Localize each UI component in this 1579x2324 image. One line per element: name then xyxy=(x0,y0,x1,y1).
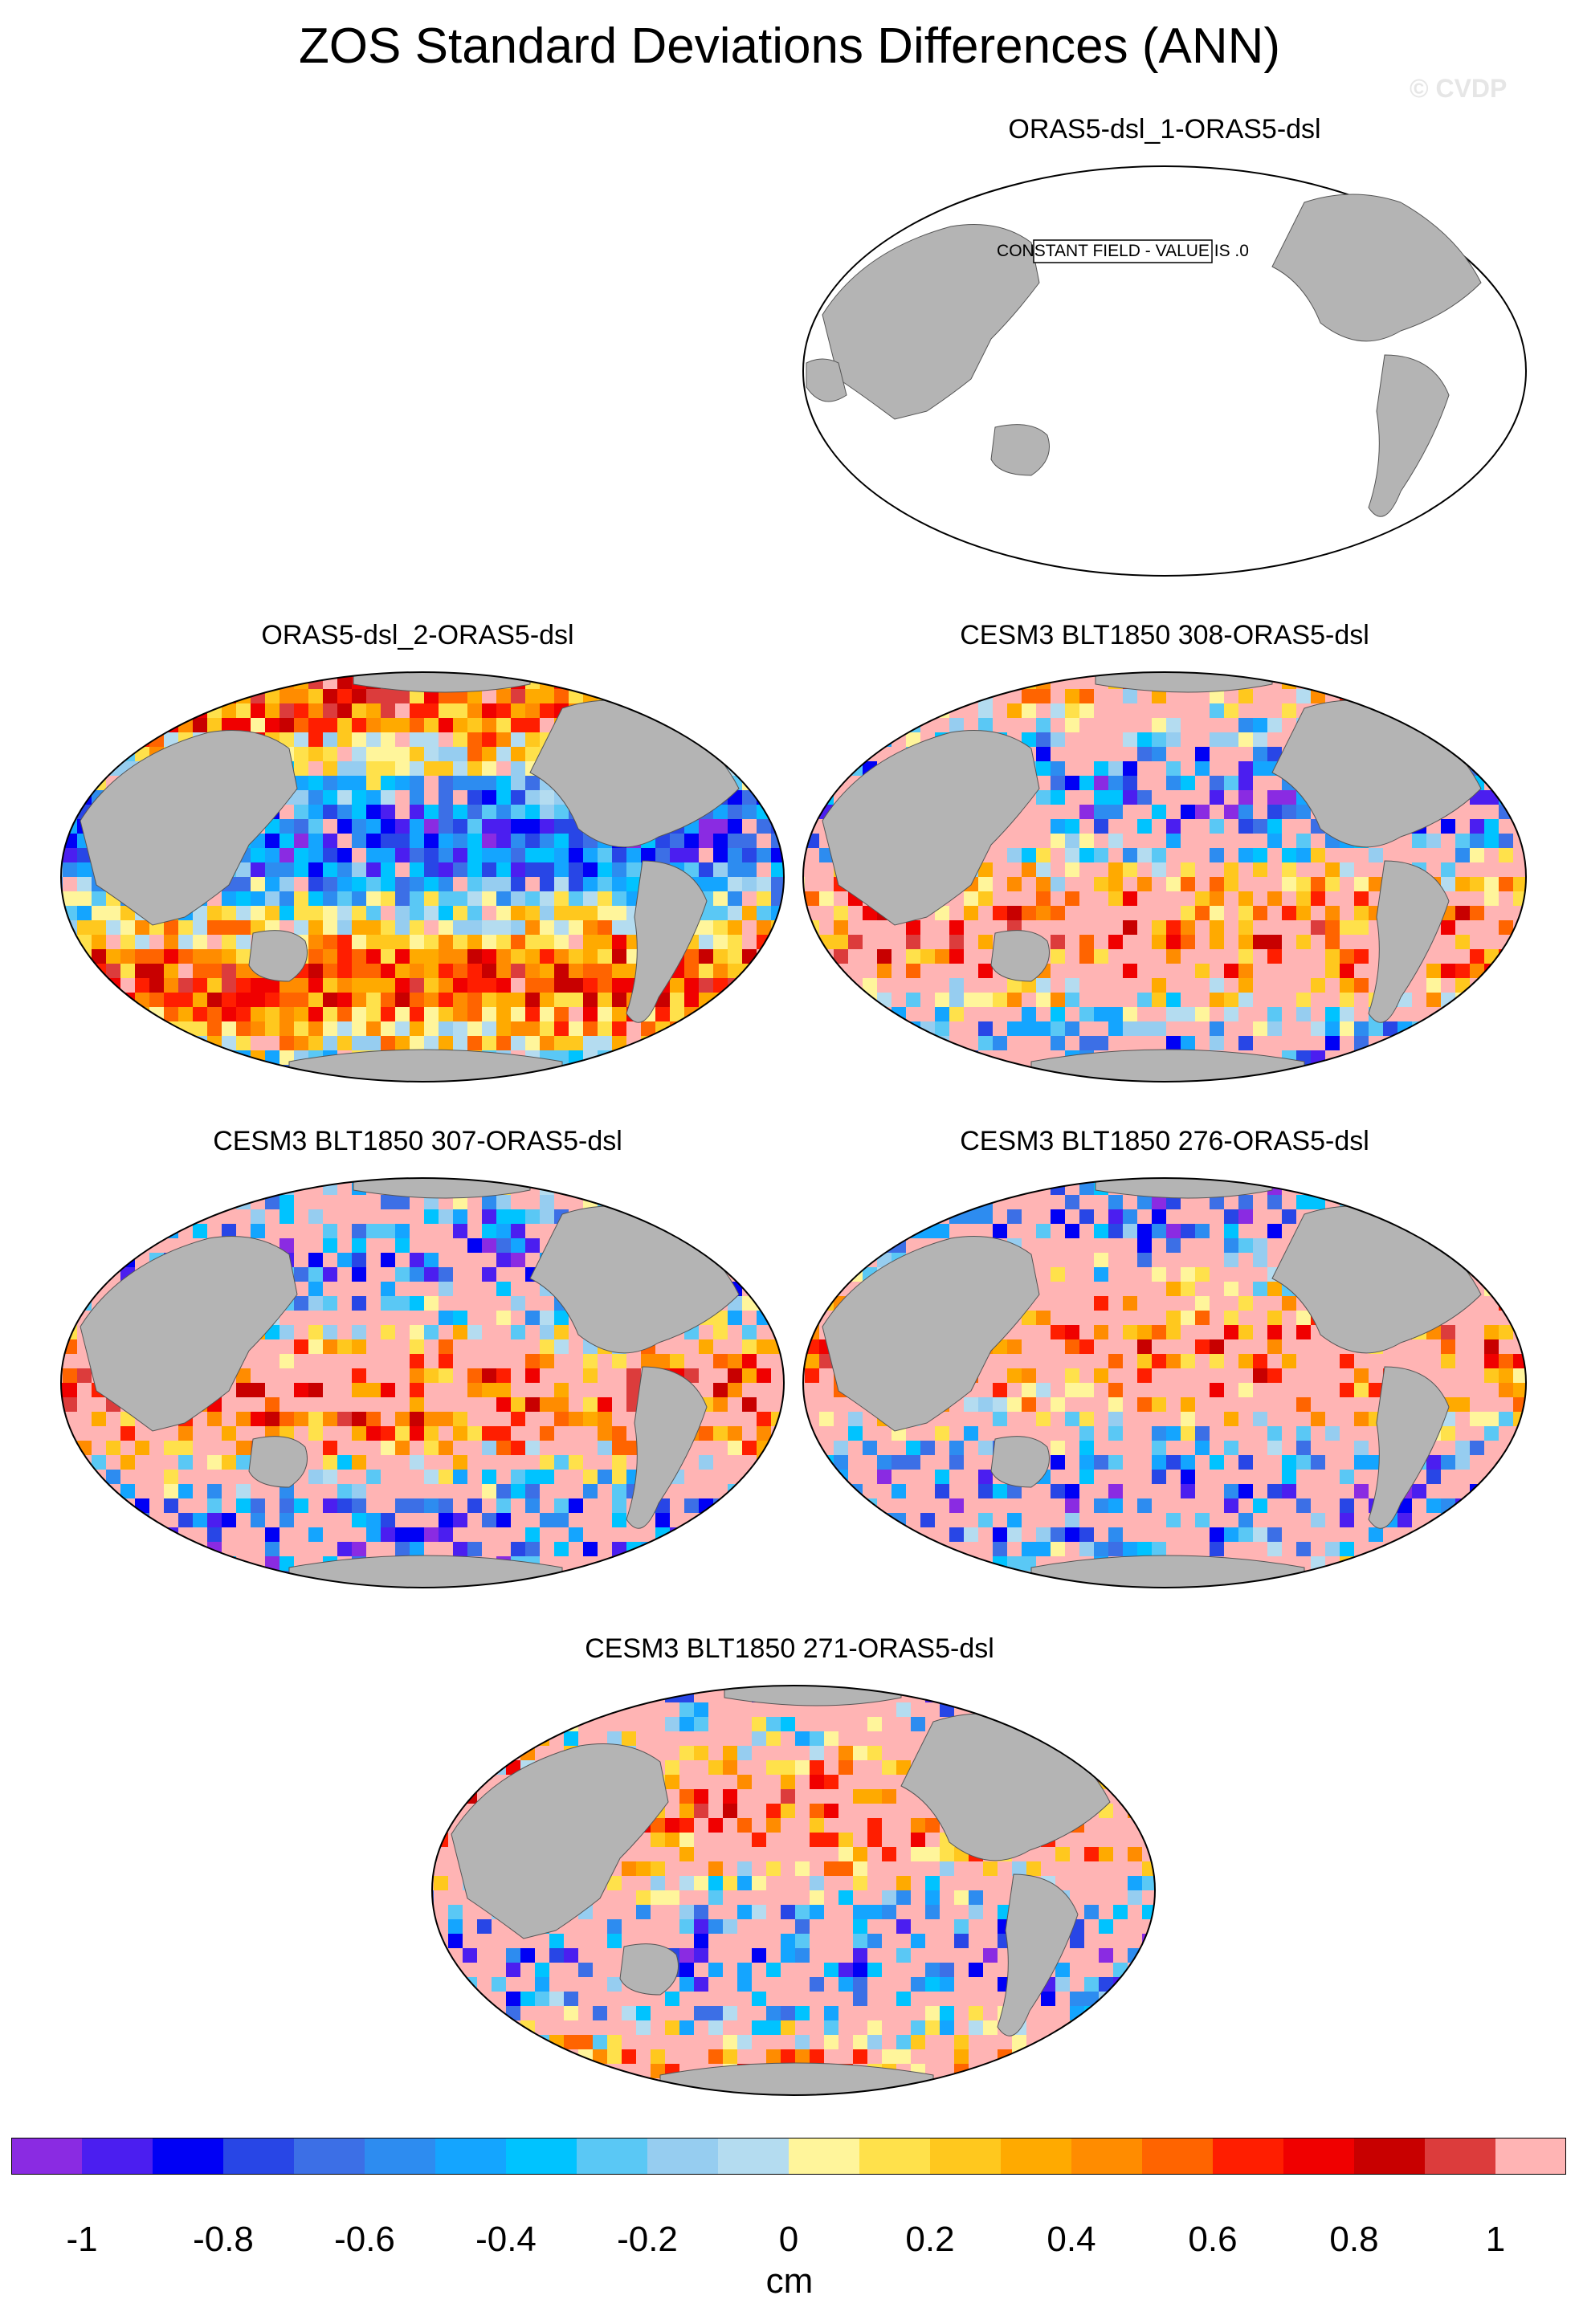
colorbar-swatch xyxy=(718,2138,790,2175)
panel-title-4: CESM3 BLT1850 307-ORAS5-dsl xyxy=(213,1126,622,1156)
colorbar-tick-label: -0.4 xyxy=(475,2220,537,2259)
colorbar-swatch xyxy=(153,2138,224,2175)
colorbar-swatch xyxy=(435,2138,507,2175)
constant-field-box xyxy=(1033,239,1213,263)
panel-title-5: CESM3 BLT1850 276-ORAS5-dsl xyxy=(960,1126,1369,1156)
colorbar-swatch xyxy=(930,2138,1002,2175)
colorbar-swatch xyxy=(365,2138,436,2175)
map-panel-1: CONSTANT FIELD - VALUE IS .0 xyxy=(802,165,1527,577)
map-panel-3 xyxy=(802,671,1527,1082)
colorbar-swatch xyxy=(789,2138,860,2175)
colorbar-swatch xyxy=(223,2138,295,2175)
map-panel-6 xyxy=(431,1685,1156,2096)
colorbar-swatch xyxy=(1142,2138,1214,2175)
panel-title-6: CESM3 BLT1850 271-ORAS5-dsl xyxy=(585,1633,994,1664)
colorbar-swatch xyxy=(1213,2138,1284,2175)
colorbar-swatch xyxy=(11,2138,83,2175)
colorbar-tick-label: 0.2 xyxy=(905,2220,955,2259)
colorbar-tick-label: -0.6 xyxy=(334,2220,395,2259)
cvdp-watermark: © CVDP xyxy=(1410,74,1508,103)
colorbar-swatch xyxy=(1495,2138,1566,2175)
colorbar-tick-label: 0.6 xyxy=(1188,2220,1238,2259)
colorbar-swatch xyxy=(1283,2138,1355,2175)
panel-title-1: ORAS5-dsl_1-ORAS5-dsl xyxy=(1008,114,1321,145)
continents-4 xyxy=(80,1178,740,1588)
colorbar-swatch xyxy=(647,2138,719,2175)
colorbar-swatch xyxy=(859,2138,931,2175)
colorbar-tick-label: -1 xyxy=(66,2220,98,2259)
panel-title-2: ORAS5-dsl_2-ORAS5-dsl xyxy=(261,620,574,650)
colorbar-swatch xyxy=(1425,2138,1496,2175)
colorbar-tick-label: -0.2 xyxy=(617,2220,678,2259)
panel-title-3: CESM3 BLT1850 308-ORAS5-dsl xyxy=(960,620,1369,650)
colorbar-swatch xyxy=(294,2138,365,2175)
colorbar-tick-label: 0.8 xyxy=(1329,2220,1379,2259)
colorbar-swatch xyxy=(1354,2138,1426,2175)
colorbar-tick-label: 1 xyxy=(1485,2220,1506,2259)
map-panel-5 xyxy=(802,1177,1527,1588)
figure-title: ZOS Standard Deviations Differences (ANN… xyxy=(298,18,1281,74)
colorbar-swatch xyxy=(1001,2138,1072,2175)
map-panel-2 xyxy=(60,671,785,1082)
constant-field-note: CONSTANT FIELD - VALUE IS .0 xyxy=(997,242,1249,260)
colorbar-swatch xyxy=(1071,2138,1143,2175)
colorbar-tick-label: 0.4 xyxy=(1047,2220,1096,2259)
continents-3 xyxy=(822,672,1482,1082)
colorbar-units: cm xyxy=(765,2261,814,2301)
continents-1 xyxy=(806,194,1482,517)
colorbar-swatch xyxy=(577,2138,648,2175)
map-panel-4 xyxy=(60,1177,785,1588)
colorbar-swatch xyxy=(506,2138,577,2175)
colorbar-tick-label: 0 xyxy=(778,2220,799,2259)
colorbar-tick-label: -0.8 xyxy=(193,2220,254,2259)
colorbar xyxy=(11,2138,1566,2175)
colorbar-swatch xyxy=(82,2138,153,2175)
